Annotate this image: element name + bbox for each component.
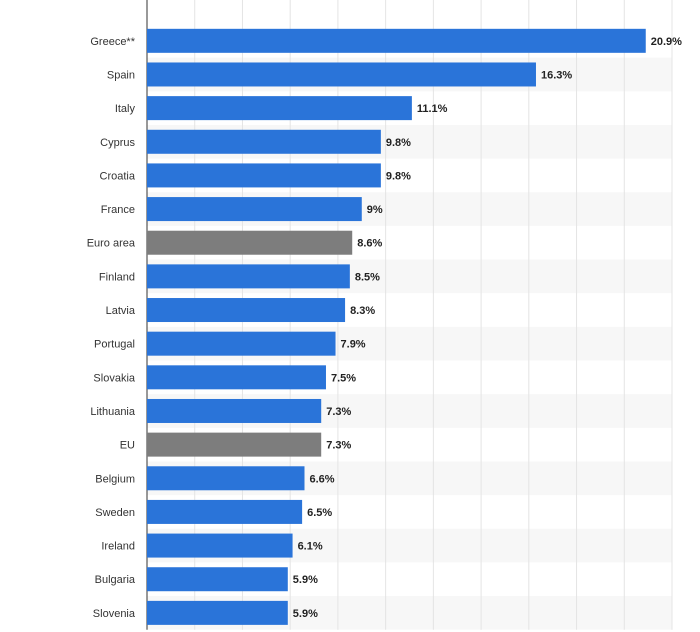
category-label: Italy	[115, 103, 136, 115]
category-label: Slovakia	[93, 372, 135, 384]
category-label: Bulgaria	[95, 574, 136, 586]
category-label: Lithuania	[90, 406, 136, 418]
value-label: 6.5%	[307, 507, 332, 519]
value-label: 9%	[367, 204, 383, 216]
value-label: 9.8%	[386, 170, 411, 182]
value-label: 8.3%	[350, 305, 375, 317]
bar	[147, 197, 362, 222]
value-label: 7.5%	[331, 372, 356, 384]
category-label: Sweden	[95, 507, 135, 519]
value-label: 5.9%	[293, 574, 318, 586]
bar	[147, 432, 322, 457]
bar	[147, 163, 381, 188]
value-label: 7.3%	[326, 440, 351, 452]
bar	[147, 331, 336, 356]
bar	[147, 466, 305, 491]
bar	[147, 230, 353, 255]
category-label: Greece**	[90, 36, 135, 48]
bar	[147, 533, 293, 558]
bar	[147, 600, 288, 625]
category-label: Portugal	[94, 339, 135, 351]
category-label: Finland	[99, 271, 135, 283]
value-label: 9.8%	[386, 137, 411, 149]
value-label: 6.6%	[310, 473, 335, 485]
value-label: 20.9%	[651, 36, 682, 48]
bar	[147, 499, 303, 524]
category-label: Euro area	[87, 238, 136, 250]
value-label: 8.5%	[355, 271, 380, 283]
category-label: Croatia	[100, 170, 136, 182]
category-label: Spain	[107, 69, 135, 81]
bar	[147, 298, 346, 323]
bar	[147, 62, 536, 87]
value-label: 7.3%	[326, 406, 351, 418]
bar	[147, 398, 322, 423]
category-label: EU	[120, 440, 135, 452]
bar	[147, 129, 381, 154]
bar	[147, 28, 646, 53]
bar	[147, 365, 326, 390]
bar	[147, 264, 350, 289]
category-label: Slovenia	[93, 608, 136, 620]
category-label: Cyprus	[100, 137, 135, 149]
value-label: 8.6%	[357, 238, 382, 250]
bar	[147, 567, 288, 592]
value-label: 5.9%	[293, 608, 318, 620]
value-label: 11.1%	[417, 103, 448, 115]
value-label: 6.1%	[298, 541, 323, 553]
category-label: Latvia	[106, 305, 136, 317]
value-label: 16.3%	[541, 69, 572, 81]
category-label: Ireland	[101, 541, 135, 553]
bar	[147, 96, 412, 121]
value-label: 7.9%	[341, 339, 366, 351]
category-label: France	[101, 204, 135, 216]
category-label: Belgium	[95, 473, 135, 485]
